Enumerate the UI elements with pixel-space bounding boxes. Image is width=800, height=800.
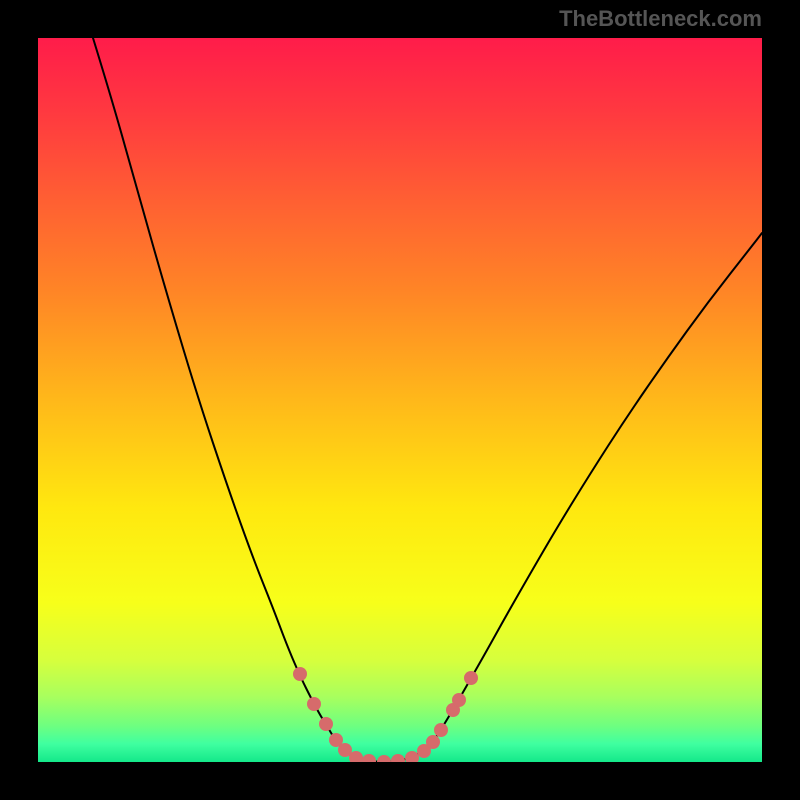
- curve-marker: [293, 667, 307, 681]
- curve-marker: [426, 735, 440, 749]
- curve-marker: [464, 671, 478, 685]
- chart-canvas: TheBottleneck.com: [0, 0, 800, 800]
- curve-marker: [434, 723, 448, 737]
- curve-marker: [452, 693, 466, 707]
- curve-marker: [319, 717, 333, 731]
- gradient-background: [38, 38, 762, 762]
- watermark-text: TheBottleneck.com: [559, 6, 762, 32]
- plot-area: [38, 38, 762, 762]
- plot-svg: [38, 38, 762, 762]
- curve-marker: [307, 697, 321, 711]
